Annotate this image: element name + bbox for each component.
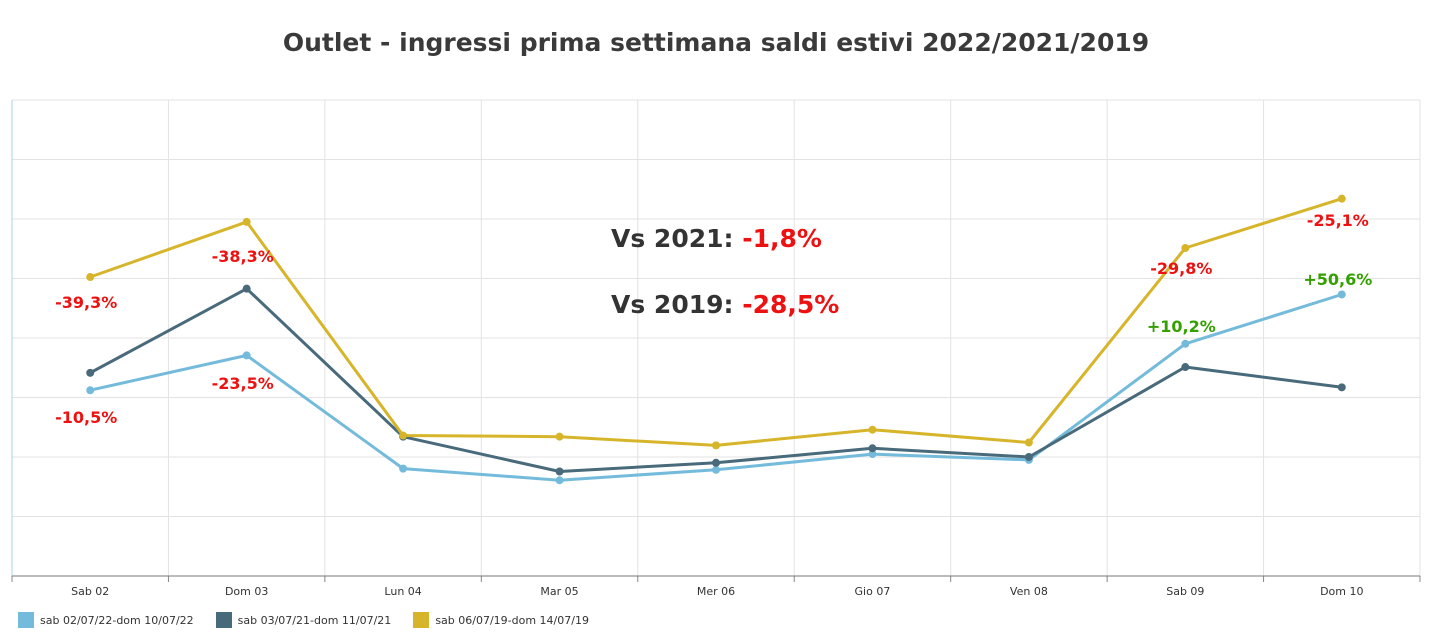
data-point: [242, 284, 251, 293]
pct-annotation: -29,8%: [1150, 259, 1212, 278]
x-tick-label: Sab 09: [1166, 585, 1204, 598]
x-tick-label: Dom 03: [225, 585, 268, 598]
pct-annotation: +10,2%: [1147, 317, 1216, 336]
x-tick-label: Lun 04: [384, 585, 421, 598]
data-point: [712, 441, 720, 450]
legend-item-2022[interactable]: sab 02/07/22-dom 10/07/22: [18, 612, 194, 628]
data-point: [242, 217, 251, 226]
pct-annotation: -23,5%: [212, 374, 274, 393]
pct-annotation: +50,6%: [1303, 270, 1372, 289]
data-point: [868, 444, 877, 453]
callout-value: -1,8%: [742, 224, 822, 253]
data-point: [399, 464, 408, 473]
callout-vs-2021: Vs 2021: -1,8%: [611, 224, 822, 253]
legend-swatch: [413, 612, 430, 628]
data-annotations: -39,3% -10,5% -38,3% -23,5% -29,8% +10,2% -25,…: [55, 211, 1372, 427]
legend-swatch: [18, 612, 34, 628]
data-point: [1181, 363, 1190, 372]
data-point: [1337, 290, 1346, 299]
legend-label: sab 02/07/22-dom 10/07/22: [40, 613, 194, 627]
legend-item-2019[interactable]: sab 06/07/19-dom 14/07/19: [413, 612, 589, 628]
data-point: [555, 476, 564, 485]
chart-title: Outlet - ingressi prima settimana saldi …: [282, 28, 1150, 57]
pct-annotation: -10,5%: [55, 408, 117, 427]
data-point: [1337, 194, 1346, 203]
callout-vs-2019: Vs 2019: -28,5%: [611, 290, 839, 319]
data-point: [1181, 339, 1190, 348]
legend: sab 02/07/22-dom 10/07/22 sab 03/07/21-d…: [18, 612, 589, 628]
legend-label: sab 03/07/21-dom 11/07/21: [237, 613, 392, 627]
data-point: [399, 431, 408, 440]
legend-swatch: [215, 612, 232, 628]
data-point: [1024, 438, 1033, 447]
x-tick-labels: Sab 02 Dom 03 Lun 04 Mar 05 Mer 06 Gio 07 Ven …: [71, 585, 1363, 598]
data-points: [86, 194, 1346, 485]
x-tick-label: Mer 06: [697, 585, 735, 598]
pct-annotation: -38,3%: [212, 247, 274, 266]
callout-value: -28,5%: [742, 290, 840, 319]
pct-annotation: -39,3%: [55, 293, 117, 312]
data-point: [868, 425, 877, 434]
legend-item-2021[interactable]: sab 03/07/21-dom 11/07/21: [215, 612, 392, 628]
x-tick-label: Sab 02: [71, 585, 109, 598]
data-point: [868, 450, 877, 459]
x-tick-label: Dom 10: [1320, 585, 1363, 598]
axes: [11, 100, 1421, 582]
data-point: [1337, 383, 1346, 392]
x-tick-label: Gio 07: [855, 585, 891, 598]
data-point: [555, 432, 564, 441]
callout-label: Vs 2021:: [611, 224, 734, 253]
data-point: [242, 351, 251, 360]
grid: [11, 99, 1421, 577]
data-point: [712, 458, 720, 467]
data-point: [555, 467, 564, 476]
data-point: [1181, 244, 1190, 253]
x-tick-label: Ven 08: [1010, 585, 1048, 598]
callout-label: Vs 2019:: [611, 290, 734, 319]
pct-annotation: -25,1%: [1307, 211, 1369, 230]
legend-label: sab 06/07/19-dom 14/07/19: [435, 613, 589, 627]
data-point: [712, 465, 720, 474]
data-point: [86, 386, 95, 395]
data-point: [86, 273, 95, 282]
data-point: [86, 368, 95, 377]
x-tick-label: Mar 05: [540, 585, 578, 598]
data-point: [1024, 453, 1033, 461]
